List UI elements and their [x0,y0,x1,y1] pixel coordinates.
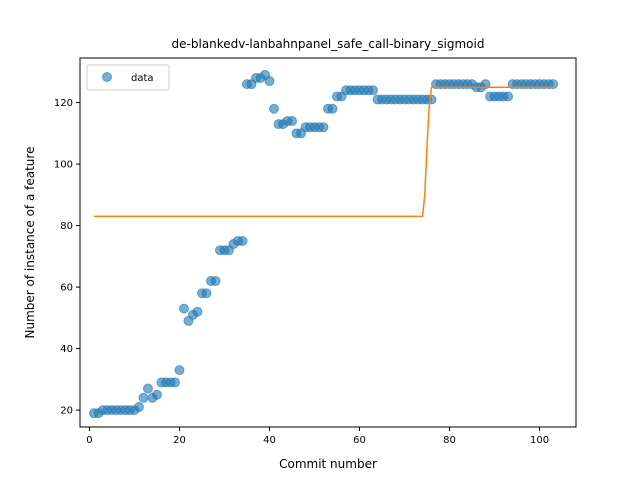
x-tick-label: 100 [530,435,549,446]
data-point [151,389,162,400]
data-point [142,383,153,394]
y-tick-label: 60 [60,283,73,294]
y-tick-label: 40 [60,344,73,355]
x-tick-label: 0 [86,435,92,446]
data-point [169,377,180,388]
y-tick-label: 100 [54,160,73,171]
data-point [327,103,338,114]
data-point [138,392,149,403]
x-tick-label: 80 [443,435,456,446]
axes-frame [79,57,577,428]
data-point [480,79,491,90]
y-tick-label: 20 [60,406,73,417]
data-point [174,365,185,376]
axis-ticks: 0 20 40 60 80 100 20 40 60 80 100 120 [54,98,549,446]
y-axis-label: Number of instance of a feature [23,147,37,339]
y-tick-label: 120 [54,98,73,109]
x-tick-label: 20 [173,435,186,446]
legend-label-data: data [131,73,154,84]
data-point [201,288,212,299]
data-point [503,91,514,102]
data-point [178,303,189,314]
legend-marker-data [102,72,112,82]
plot-area [88,69,559,419]
data-point [286,116,297,127]
x-tick-label: 60 [353,435,366,446]
data-point [210,275,221,286]
x-tick-label: 40 [263,435,276,446]
data-point [192,306,203,317]
data-point [368,85,379,96]
chart-title: de-blankedv-lanbahnpanel_safe_call-binar… [172,37,485,51]
legend-box [86,64,170,91]
data-point [318,122,329,133]
fit-line [93,86,554,218]
data-point [237,235,248,246]
x-axis-label: Commit number [279,457,377,471]
data-point [133,402,144,413]
data-point [264,76,275,87]
data-point [426,94,437,105]
legend: data [86,64,170,91]
y-tick-label: 80 [60,221,73,232]
data-point [548,79,559,90]
data-point [268,103,279,114]
